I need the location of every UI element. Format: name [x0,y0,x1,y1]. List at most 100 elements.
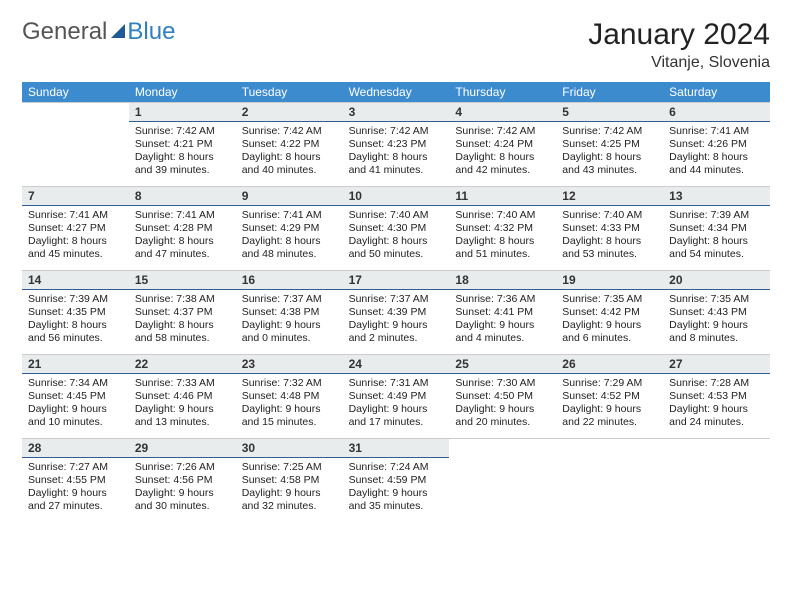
calendar-cell: 21Sunrise: 7:34 AMSunset: 4:45 PMDayligh… [22,354,129,438]
calendar-cell: 11Sunrise: 7:40 AMSunset: 4:32 PMDayligh… [449,186,556,270]
month-title: January 2024 [588,18,770,52]
day-number: 10 [343,187,450,206]
logo-triangle-icon [111,24,125,38]
day-details: Sunrise: 7:39 AMSunset: 4:35 PMDaylight:… [22,290,129,352]
calendar-cell: 24Sunrise: 7:31 AMSunset: 4:49 PMDayligh… [343,354,450,438]
day-number: 3 [343,103,450,122]
calendar-cell: 22Sunrise: 7:33 AMSunset: 4:46 PMDayligh… [129,354,236,438]
calendar-cell: 30Sunrise: 7:25 AMSunset: 4:58 PMDayligh… [236,438,343,522]
day-number: 20 [663,271,770,290]
day-details: Sunrise: 7:32 AMSunset: 4:48 PMDaylight:… [236,374,343,436]
day-details: Sunrise: 7:42 AMSunset: 4:22 PMDaylight:… [236,122,343,184]
calendar-cell: 29Sunrise: 7:26 AMSunset: 4:56 PMDayligh… [129,438,236,522]
day-number: 5 [556,103,663,122]
day-of-week-header: Tuesday [236,82,343,102]
location-label: Vitanje, Slovenia [588,54,770,72]
calendar-cell [663,438,770,522]
day-number: 6 [663,103,770,122]
logo-word-1: General [22,18,107,46]
day-details: Sunrise: 7:41 AMSunset: 4:26 PMDaylight:… [663,122,770,184]
calendar-cell: 12Sunrise: 7:40 AMSunset: 4:33 PMDayligh… [556,186,663,270]
day-details: Sunrise: 7:30 AMSunset: 4:50 PMDaylight:… [449,374,556,436]
calendar-cell: 16Sunrise: 7:37 AMSunset: 4:38 PMDayligh… [236,270,343,354]
calendar-cell: 10Sunrise: 7:40 AMSunset: 4:30 PMDayligh… [343,186,450,270]
day-number: 27 [663,355,770,374]
calendar-cell: 3Sunrise: 7:42 AMSunset: 4:23 PMDaylight… [343,102,450,186]
day-details: Sunrise: 7:40 AMSunset: 4:33 PMDaylight:… [556,206,663,268]
calendar-cell: 1Sunrise: 7:42 AMSunset: 4:21 PMDaylight… [129,102,236,186]
day-of-week-header: Monday [129,82,236,102]
day-details: Sunrise: 7:35 AMSunset: 4:42 PMDaylight:… [556,290,663,352]
day-of-week-header: Wednesday [343,82,450,102]
day-details: Sunrise: 7:42 AMSunset: 4:21 PMDaylight:… [129,122,236,184]
day-number: 14 [22,271,129,290]
day-details: Sunrise: 7:26 AMSunset: 4:56 PMDaylight:… [129,458,236,520]
day-of-week-header: Thursday [449,82,556,102]
day-details: Sunrise: 7:40 AMSunset: 4:32 PMDaylight:… [449,206,556,268]
calendar-cell: 7Sunrise: 7:41 AMSunset: 4:27 PMDaylight… [22,186,129,270]
calendar-cell: 31Sunrise: 7:24 AMSunset: 4:59 PMDayligh… [343,438,450,522]
day-number: 18 [449,271,556,290]
day-details: Sunrise: 7:38 AMSunset: 4:37 PMDaylight:… [129,290,236,352]
day-number: 31 [343,439,450,458]
day-details: Sunrise: 7:33 AMSunset: 4:46 PMDaylight:… [129,374,236,436]
day-number: 30 [236,439,343,458]
day-number: 29 [129,439,236,458]
day-number: 1 [129,103,236,122]
calendar-cell: 4Sunrise: 7:42 AMSunset: 4:24 PMDaylight… [449,102,556,186]
day-number: 9 [236,187,343,206]
day-number: 8 [129,187,236,206]
day-number: 11 [449,187,556,206]
day-details: Sunrise: 7:41 AMSunset: 4:27 PMDaylight:… [22,206,129,268]
day-of-week-header: Saturday [663,82,770,102]
day-number: 15 [129,271,236,290]
day-number: 12 [556,187,663,206]
calendar-cell: 8Sunrise: 7:41 AMSunset: 4:28 PMDaylight… [129,186,236,270]
day-number: 23 [236,355,343,374]
day-details: Sunrise: 7:41 AMSunset: 4:29 PMDaylight:… [236,206,343,268]
header: General Blue January 2024 Vitanje, Slove… [22,18,770,72]
calendar-cell: 5Sunrise: 7:42 AMSunset: 4:25 PMDaylight… [556,102,663,186]
logo: General Blue [22,18,175,46]
calendar-cell: 15Sunrise: 7:38 AMSunset: 4:37 PMDayligh… [129,270,236,354]
day-details: Sunrise: 7:42 AMSunset: 4:24 PMDaylight:… [449,122,556,184]
day-number: 26 [556,355,663,374]
day-details: Sunrise: 7:37 AMSunset: 4:38 PMDaylight:… [236,290,343,352]
day-number: 4 [449,103,556,122]
day-details: Sunrise: 7:42 AMSunset: 4:25 PMDaylight:… [556,122,663,184]
day-number: 21 [22,355,129,374]
calendar-cell [556,438,663,522]
day-details: Sunrise: 7:25 AMSunset: 4:58 PMDaylight:… [236,458,343,520]
logo-word-2: Blue [127,18,175,46]
day-of-week-header: Friday [556,82,663,102]
calendar-cell: 23Sunrise: 7:32 AMSunset: 4:48 PMDayligh… [236,354,343,438]
day-number: 24 [343,355,450,374]
calendar-cell: 18Sunrise: 7:36 AMSunset: 4:41 PMDayligh… [449,270,556,354]
day-number: 28 [22,439,129,458]
day-details: Sunrise: 7:35 AMSunset: 4:43 PMDaylight:… [663,290,770,352]
calendar-cell: 25Sunrise: 7:30 AMSunset: 4:50 PMDayligh… [449,354,556,438]
calendar-cell: 20Sunrise: 7:35 AMSunset: 4:43 PMDayligh… [663,270,770,354]
calendar-cell: 19Sunrise: 7:35 AMSunset: 4:42 PMDayligh… [556,270,663,354]
calendar-cell: 9Sunrise: 7:41 AMSunset: 4:29 PMDaylight… [236,186,343,270]
calendar-cell: 6Sunrise: 7:41 AMSunset: 4:26 PMDaylight… [663,102,770,186]
day-details: Sunrise: 7:39 AMSunset: 4:34 PMDaylight:… [663,206,770,268]
day-number: 13 [663,187,770,206]
day-details: Sunrise: 7:34 AMSunset: 4:45 PMDaylight:… [22,374,129,436]
calendar-cell: 2Sunrise: 7:42 AMSunset: 4:22 PMDaylight… [236,102,343,186]
day-details: Sunrise: 7:28 AMSunset: 4:53 PMDaylight:… [663,374,770,436]
day-number: 2 [236,103,343,122]
day-number: 25 [449,355,556,374]
calendar-cell: 14Sunrise: 7:39 AMSunset: 4:35 PMDayligh… [22,270,129,354]
calendar-cell: 27Sunrise: 7:28 AMSunset: 4:53 PMDayligh… [663,354,770,438]
day-details: Sunrise: 7:29 AMSunset: 4:52 PMDaylight:… [556,374,663,436]
day-details: Sunrise: 7:27 AMSunset: 4:55 PMDaylight:… [22,458,129,520]
calendar-cell [22,102,129,186]
day-number: 16 [236,271,343,290]
title-block: January 2024 Vitanje, Slovenia [588,18,770,72]
day-of-week-header: Sunday [22,82,129,102]
day-number: 17 [343,271,450,290]
calendar-cell: 13Sunrise: 7:39 AMSunset: 4:34 PMDayligh… [663,186,770,270]
day-number: 7 [22,187,129,206]
day-details: Sunrise: 7:41 AMSunset: 4:28 PMDaylight:… [129,206,236,268]
